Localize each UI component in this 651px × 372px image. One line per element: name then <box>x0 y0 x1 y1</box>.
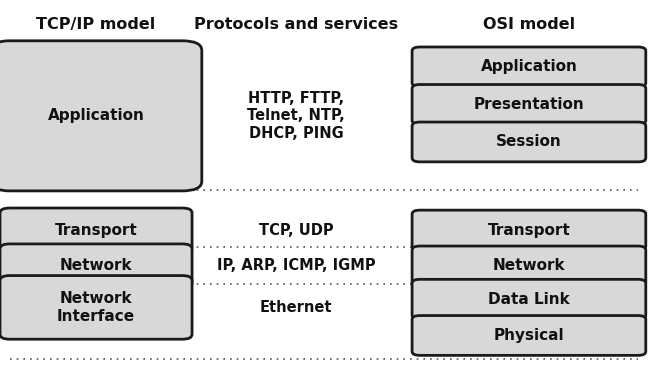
FancyBboxPatch shape <box>412 84 646 124</box>
FancyBboxPatch shape <box>412 246 646 286</box>
Text: TCP/IP model: TCP/IP model <box>36 17 156 32</box>
FancyBboxPatch shape <box>412 315 646 355</box>
Text: Transport: Transport <box>55 222 137 238</box>
FancyBboxPatch shape <box>412 279 646 319</box>
Text: Application: Application <box>480 60 577 74</box>
Text: Network
Interface: Network Interface <box>57 291 135 324</box>
FancyBboxPatch shape <box>412 210 646 250</box>
Text: Application: Application <box>48 108 145 124</box>
Text: Network: Network <box>60 259 132 273</box>
Text: HTTP, FTTP,
Telnet, NTP,
DHCP, PING: HTTP, FTTP, Telnet, NTP, DHCP, PING <box>247 91 345 141</box>
FancyBboxPatch shape <box>412 122 646 162</box>
FancyBboxPatch shape <box>412 47 646 87</box>
Text: Transport: Transport <box>488 222 570 238</box>
Text: Network: Network <box>493 259 565 273</box>
FancyBboxPatch shape <box>0 208 192 252</box>
FancyBboxPatch shape <box>0 41 202 191</box>
FancyBboxPatch shape <box>0 276 192 339</box>
Text: OSI model: OSI model <box>483 17 575 32</box>
Text: Session: Session <box>496 134 562 150</box>
Text: Physical: Physical <box>493 328 564 343</box>
Text: Presentation: Presentation <box>473 97 585 112</box>
FancyBboxPatch shape <box>0 244 192 288</box>
Text: Protocols and services: Protocols and services <box>194 17 398 32</box>
Text: Ethernet: Ethernet <box>260 300 333 315</box>
Text: IP, ARP, ICMP, IGMP: IP, ARP, ICMP, IGMP <box>217 259 376 273</box>
Text: TCP, UDP: TCP, UDP <box>259 222 333 238</box>
Text: Data Link: Data Link <box>488 292 570 307</box>
